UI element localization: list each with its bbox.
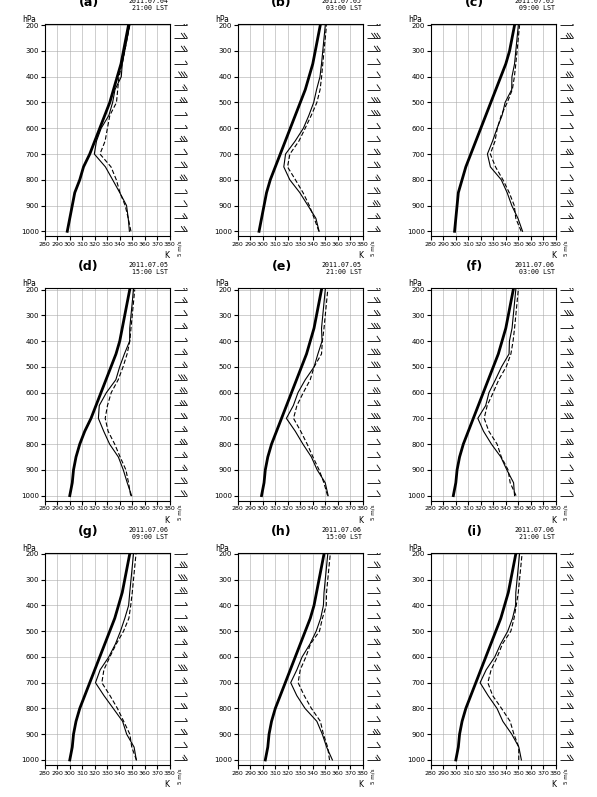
Text: (c): (c) bbox=[465, 0, 484, 9]
Text: 2011.07.06
15:00 LST: 2011.07.06 15:00 LST bbox=[322, 527, 362, 540]
Text: hPa: hPa bbox=[216, 279, 229, 289]
Text: (b): (b) bbox=[271, 0, 292, 9]
Text: K: K bbox=[551, 516, 556, 524]
Text: hPa: hPa bbox=[22, 15, 36, 24]
Text: 5 m/s: 5 m/s bbox=[564, 769, 568, 784]
Text: hPa: hPa bbox=[216, 15, 229, 24]
Text: K: K bbox=[358, 780, 363, 789]
Text: (d): (d) bbox=[78, 261, 99, 273]
Text: K: K bbox=[165, 516, 170, 524]
Text: hPa: hPa bbox=[22, 279, 36, 289]
Text: (i): (i) bbox=[467, 524, 482, 538]
Text: (g): (g) bbox=[78, 524, 99, 538]
Text: 5 m/s: 5 m/s bbox=[370, 769, 376, 784]
Text: 2011.07.05
15:00 LST: 2011.07.05 15:00 LST bbox=[128, 262, 168, 276]
Text: 5 m/s: 5 m/s bbox=[177, 241, 183, 256]
Text: 2011.07.05
03:00 LST: 2011.07.05 03:00 LST bbox=[322, 0, 362, 11]
Text: hPa: hPa bbox=[408, 544, 422, 552]
Text: 5 m/s: 5 m/s bbox=[370, 505, 376, 520]
Text: K: K bbox=[358, 251, 363, 261]
Text: K: K bbox=[165, 251, 170, 261]
Text: 2011.07.05
21:00 LST: 2011.07.05 21:00 LST bbox=[322, 262, 362, 276]
Text: 5 m/s: 5 m/s bbox=[564, 241, 568, 256]
Text: 5 m/s: 5 m/s bbox=[177, 505, 183, 520]
Text: hPa: hPa bbox=[216, 544, 229, 552]
Text: K: K bbox=[551, 780, 556, 789]
Text: 2011.07.04
21:00 LST: 2011.07.04 21:00 LST bbox=[128, 0, 168, 11]
Text: 5 m/s: 5 m/s bbox=[177, 769, 183, 784]
Text: 2011.07.06
03:00 LST: 2011.07.06 03:00 LST bbox=[515, 262, 555, 276]
Text: hPa: hPa bbox=[408, 15, 422, 24]
Text: 2011.07.05
09:00 LST: 2011.07.05 09:00 LST bbox=[515, 0, 555, 11]
Text: hPa: hPa bbox=[408, 279, 422, 289]
Text: 2011.07.06
21:00 LST: 2011.07.06 21:00 LST bbox=[515, 527, 555, 540]
Text: 5 m/s: 5 m/s bbox=[370, 241, 376, 256]
Text: K: K bbox=[165, 780, 170, 789]
Text: hPa: hPa bbox=[22, 544, 36, 552]
Text: (h): (h) bbox=[271, 524, 292, 538]
Text: 2011.07.06
09:00 LST: 2011.07.06 09:00 LST bbox=[128, 527, 168, 540]
Text: (a): (a) bbox=[78, 0, 99, 9]
Text: K: K bbox=[551, 251, 556, 261]
Text: 5 m/s: 5 m/s bbox=[564, 505, 568, 520]
Text: (f): (f) bbox=[466, 261, 483, 273]
Text: (e): (e) bbox=[272, 261, 292, 273]
Text: K: K bbox=[358, 516, 363, 524]
